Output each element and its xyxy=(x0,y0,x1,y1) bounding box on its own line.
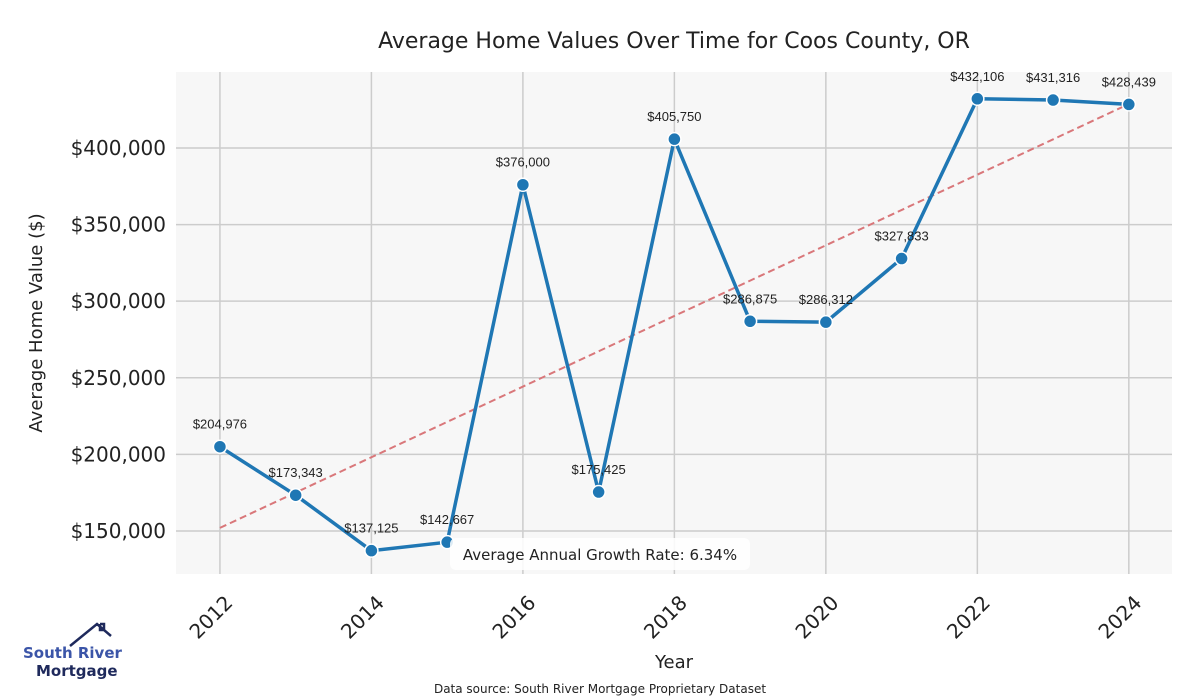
data-label: $175,425 xyxy=(572,462,626,477)
data-point xyxy=(288,487,303,503)
data-point xyxy=(591,484,606,500)
logo-line2: Mortgage xyxy=(36,662,118,680)
data-label: $204,976 xyxy=(193,417,247,432)
x-tick-label: 2018 xyxy=(639,591,692,644)
y-tick-label: $350,000 xyxy=(71,213,166,237)
x-tick-label: 2024 xyxy=(1093,591,1146,644)
company-logo: South River Mortgage xyxy=(23,622,123,680)
data-label: $286,875 xyxy=(723,291,777,306)
data-point xyxy=(212,439,228,454)
data-label: $137,125 xyxy=(344,521,398,536)
data-point xyxy=(364,543,379,558)
data-point xyxy=(818,314,834,330)
data-label: $428,439 xyxy=(1102,74,1156,89)
data-label: $327,833 xyxy=(874,229,928,244)
x-tick-label: 2022 xyxy=(942,591,995,644)
data-label: $431,316 xyxy=(1026,70,1080,85)
y-axis-label: Average Home Value ($) xyxy=(26,213,47,432)
data-label: $376,000 xyxy=(496,155,550,170)
data-label: $173,343 xyxy=(269,465,323,480)
chart-title: Average Home Values Over Time for Coos C… xyxy=(378,29,970,54)
data-label: $432,106 xyxy=(950,69,1004,84)
x-tick-label: 2020 xyxy=(790,591,843,644)
y-tick-label: $250,000 xyxy=(71,366,166,390)
data-point xyxy=(667,131,682,147)
x-tick-label: 2014 xyxy=(336,591,389,644)
data-point xyxy=(515,177,531,192)
data-label: $142,667 xyxy=(420,512,474,527)
trend-line xyxy=(219,103,1130,529)
house-icon xyxy=(69,622,112,647)
data-point xyxy=(1121,97,1137,112)
data-point xyxy=(894,251,909,266)
y-tick-label: $400,000 xyxy=(71,136,166,160)
data-point xyxy=(742,314,758,329)
y-tick-label: $300,000 xyxy=(71,289,166,313)
growth-rate-text: Average Annual Growth Rate: 6.34% xyxy=(463,546,737,564)
data-source: Data source: South River Mortgage Propri… xyxy=(434,682,766,696)
x-tick-label: 2012 xyxy=(184,591,237,644)
y-tick-label: $200,000 xyxy=(71,442,166,466)
growth-annotation: Average Annual Growth Rate: 6.34% xyxy=(450,538,750,570)
data-point xyxy=(1045,92,1061,108)
x-tick-label: 2016 xyxy=(487,591,540,644)
logo-line1: South River xyxy=(23,644,123,662)
x-axis-label: Year xyxy=(654,652,694,673)
data-point xyxy=(970,91,985,107)
data-label: $286,312 xyxy=(799,292,853,307)
y-tick-label: $150,000 xyxy=(71,519,166,543)
data-label: $405,750 xyxy=(647,109,701,124)
